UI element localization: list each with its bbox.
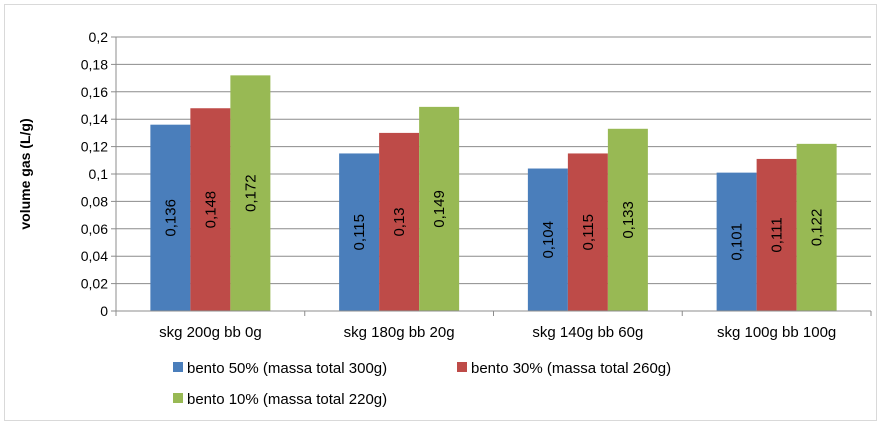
data-label: 0,13 xyxy=(391,207,408,236)
y-tick-label: 0,18 xyxy=(81,56,108,72)
data-label: 0,104 xyxy=(540,221,557,259)
y-tick-label: 0,1 xyxy=(89,166,109,182)
data-label: 0,122 xyxy=(809,209,826,247)
data-label: 0,115 xyxy=(580,214,597,250)
legend-swatch xyxy=(173,362,183,372)
legend-label: bento 30% (massa total 260g) xyxy=(471,360,671,377)
bar xyxy=(756,158,797,311)
bar xyxy=(230,75,271,311)
chart-container: 0,136 0,148 0,172 0,115 0,13 0,149 0,104 0,115 0… xyxy=(4,4,877,421)
bar xyxy=(150,124,191,312)
y-tick-label: 0,08 xyxy=(81,193,108,209)
y-axis-label: volume gas (L/g) xyxy=(17,118,33,229)
y-tick-label: 0 xyxy=(100,303,108,319)
bar xyxy=(796,143,837,311)
data-label: 0,172 xyxy=(242,174,259,212)
bar xyxy=(339,153,380,311)
x-tick-label: skg 100g bb 100g xyxy=(717,324,836,341)
axes: 0 0,02 0,04 0,06 0,08 0,1 0,12 0,14 0,16 0,18 0,2 s… xyxy=(81,29,872,341)
legend-swatch xyxy=(173,393,183,403)
data-label: 0,101 xyxy=(729,223,746,261)
y-tick-label: 0,16 xyxy=(81,84,108,100)
bar xyxy=(607,128,648,311)
y-tick-label: 0,14 xyxy=(81,111,108,127)
y-tick-label: 0,06 xyxy=(81,221,108,237)
legend-swatch xyxy=(457,362,467,372)
bar xyxy=(379,132,420,311)
bars: 0,136 0,148 0,172 0,115 0,13 0,149 0,104 0,115 0… xyxy=(150,75,837,312)
legend-label: bento 10% (massa total 220g) xyxy=(187,391,387,408)
bar xyxy=(419,106,460,312)
x-tick-label: skg 200g bb 0g xyxy=(159,324,262,341)
data-label: 0,149 xyxy=(431,190,448,228)
bar xyxy=(190,108,231,312)
bar xyxy=(567,153,608,311)
legend: bento 50% (massa total 300g) bento 30% (m… xyxy=(173,360,671,408)
data-label: 0,111 xyxy=(769,217,786,252)
x-tick-label: skg 180g bb 20g xyxy=(344,324,455,341)
data-label: 0,148 xyxy=(202,191,219,229)
data-label: 0,133 xyxy=(620,201,637,239)
legend-label: bento 50% (massa total 300g) xyxy=(187,360,387,377)
data-label: 0,115 xyxy=(351,214,368,250)
data-label: 0,136 xyxy=(162,199,179,237)
y-tick-label: 0,12 xyxy=(81,139,108,155)
bar xyxy=(527,168,568,311)
y-tick-label: 0,02 xyxy=(81,276,108,292)
x-tick-label: skg 140g bb 60g xyxy=(532,324,643,341)
bar xyxy=(716,172,757,311)
y-tick-label: 0,2 xyxy=(89,29,109,45)
y-tick-label: 0,04 xyxy=(81,248,108,264)
